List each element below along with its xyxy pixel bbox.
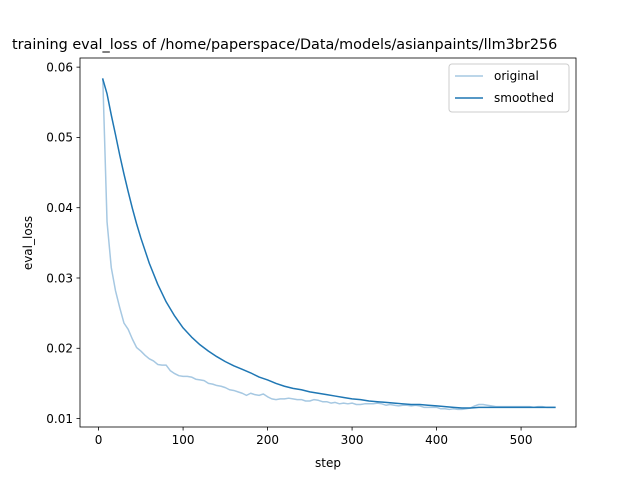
y-tick-label: 0.02 [46, 342, 73, 356]
x-tick-label: 0 [95, 433, 103, 447]
legend: original smoothed [448, 63, 570, 113]
y-tick-label: 0.06 [46, 60, 73, 74]
x-axis-ticks: 0 100 200 300 400 500 [95, 427, 533, 447]
y-axis-label: eval_loss [21, 216, 35, 270]
y-tick-label: 0.04 [46, 201, 73, 215]
x-tick-label: 300 [341, 433, 364, 447]
y-tick-label: 0.03 [46, 271, 73, 285]
x-axis-label: step [315, 456, 341, 470]
legend-label-smoothed: smoothed [494, 91, 554, 105]
series-line-original [102, 78, 556, 411]
y-axis-ticks: 0.01 0.02 0.03 0.04 0.05 0.06 [46, 60, 80, 426]
x-tick-label: 400 [425, 433, 448, 447]
y-tick-label: 0.05 [46, 131, 73, 145]
axes-frame [79, 57, 577, 428]
y-tick-label: 0.01 [46, 412, 73, 426]
series-line-smoothed [101, 78, 556, 409]
series-layer [101, 78, 556, 411]
x-tick-label: 500 [510, 433, 533, 447]
chart-title: training eval_loss of /home/paperspace/D… [12, 37, 557, 53]
x-tick-label: 200 [256, 433, 279, 447]
x-tick-label: 100 [172, 433, 195, 447]
legend-label-original: original [494, 69, 539, 83]
